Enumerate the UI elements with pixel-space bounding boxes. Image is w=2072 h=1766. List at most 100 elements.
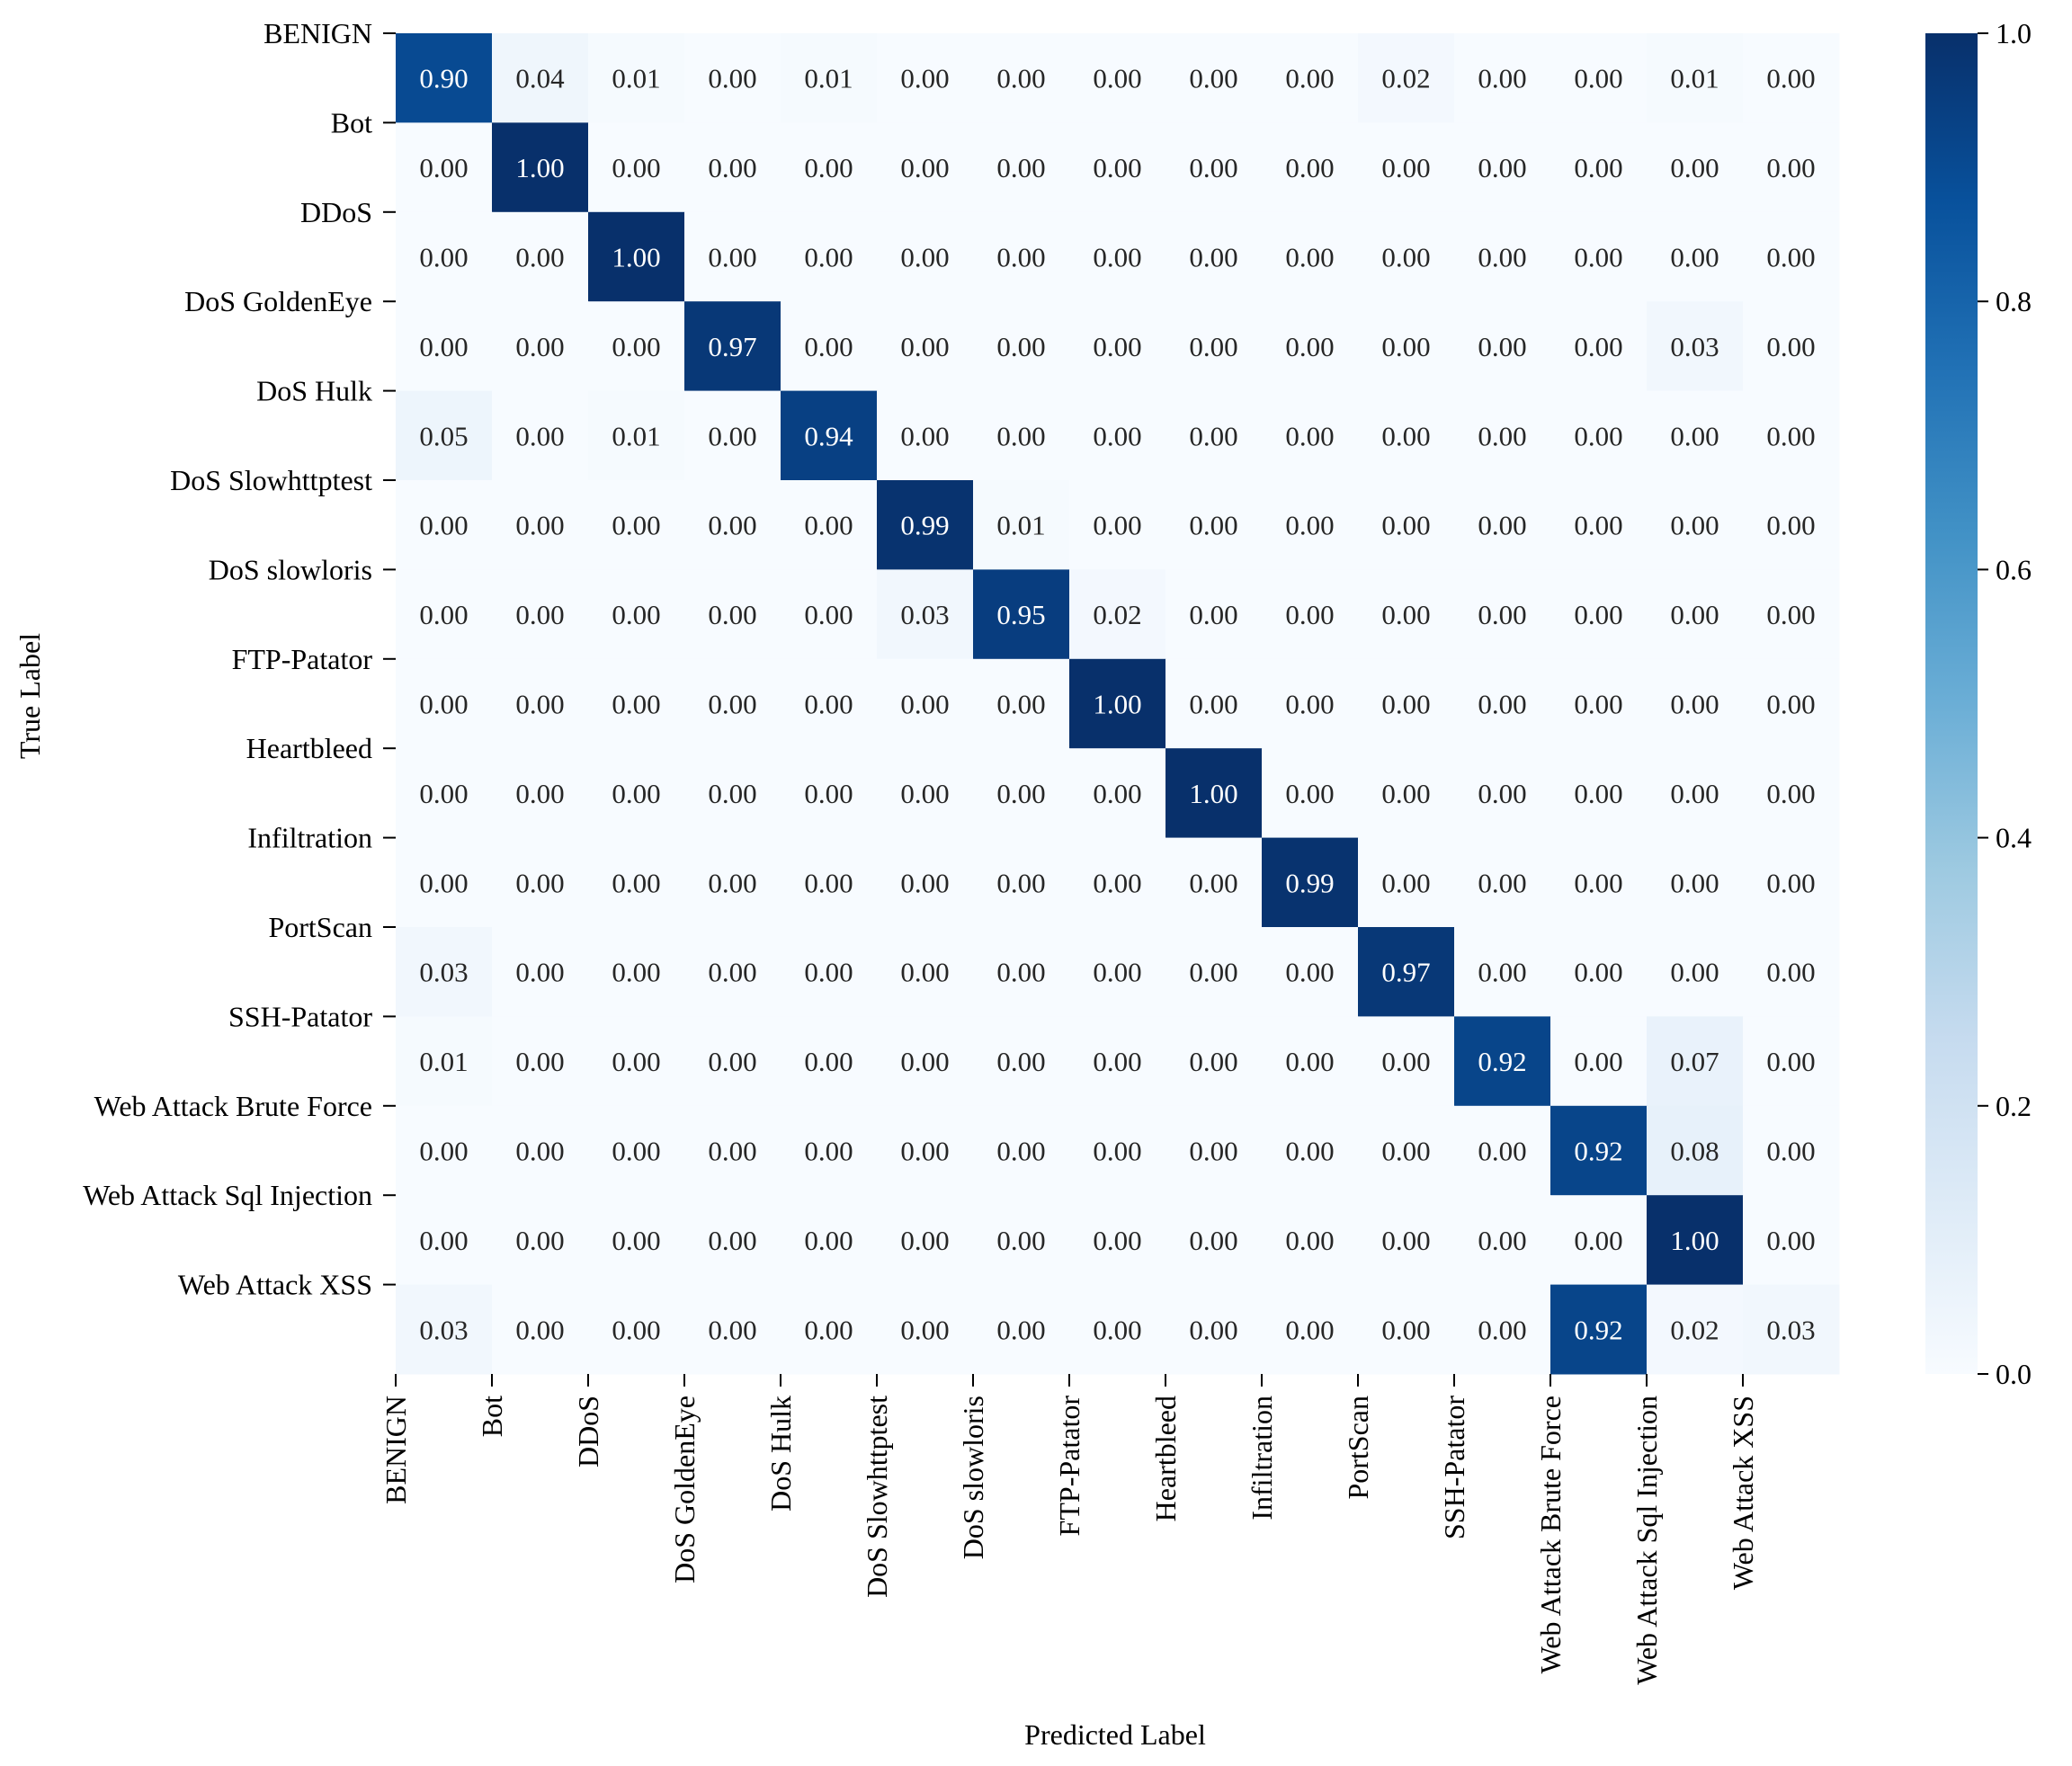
x-tick-label: DDoS	[572, 1396, 604, 1467]
cell-value-label: 0.00	[1189, 1314, 1237, 1345]
heatmap-cell	[877, 33, 974, 123]
heatmap-cell	[1647, 658, 1744, 749]
cell-value-label: 0.00	[900, 331, 949, 362]
x-tick-label: FTP-Patator	[1053, 1396, 1085, 1537]
heatmap-cell	[781, 569, 878, 660]
heatmap-cell	[684, 480, 781, 570]
heatmap-cell	[781, 1105, 878, 1196]
heatmap-cell	[781, 748, 878, 839]
y-tick-label: Heartbleed	[246, 732, 372, 764]
y-tick-label: DoS slowloris	[209, 553, 372, 585]
cell-value-label: 0.00	[1574, 63, 1622, 94]
cell-value-label: 0.00	[419, 510, 468, 541]
cell-value-label: 0.00	[1285, 510, 1334, 541]
cell-value-label: 0.00	[1189, 1136, 1237, 1167]
heatmap-cell	[1262, 1016, 1359, 1107]
heatmap-cell	[492, 390, 589, 481]
cell-value-label: 0.00	[1574, 242, 1622, 273]
cell-value-label: 0.00	[1189, 420, 1237, 451]
heatmap-cell	[396, 480, 493, 570]
cell-value-label: 0.00	[1478, 867, 1526, 898]
x-tick-label: PortScan	[1342, 1396, 1374, 1500]
cell-value-label: 0.00	[1093, 510, 1141, 541]
x-tick-label: DoS Slowhttptest	[861, 1396, 893, 1598]
heatmap-cell	[1647, 33, 1744, 123]
cell-value-label: 0.00	[996, 689, 1045, 720]
heatmap-cell	[1262, 211, 1359, 302]
colorbar-ticks: 0.0 0.2 0.4 0.6 0.8 1.0	[1978, 17, 2032, 1390]
heatmap-cell	[1358, 569, 1455, 660]
cell-value-label: 0.00	[996, 1046, 1045, 1077]
heatmap-cell	[973, 1105, 1070, 1196]
heatmap-cell	[781, 837, 878, 928]
heatmap-cell	[1166, 1105, 1263, 1196]
cell-value-label: 0.00	[612, 331, 660, 362]
cell-value-label: 0.00	[1093, 778, 1141, 809]
cell-value-label: 0.00	[1381, 1225, 1430, 1256]
cell-value-label: 0.00	[1285, 331, 1334, 362]
heatmap-cell	[684, 1016, 781, 1107]
y-tick-label: BENIGN	[263, 17, 372, 49]
heatmap-cell	[1550, 658, 1648, 749]
cell-value-label: 0.00	[1093, 1314, 1141, 1345]
heatmap-cell	[1358, 122, 1455, 213]
heatmap-cell	[1647, 480, 1744, 570]
heatmap-cell	[492, 480, 589, 570]
cell-value-label: 0.00	[1381, 331, 1430, 362]
heatmap-cell	[1358, 480, 1455, 570]
cell-value-label: 0.00	[419, 1136, 468, 1167]
heatmap-cell	[1743, 1195, 1840, 1286]
heatmap-cell	[973, 480, 1070, 570]
cell-value-label: 0.00	[900, 1136, 949, 1167]
heatmap-cell	[1262, 1105, 1359, 1196]
heatmap-cell	[1069, 390, 1166, 481]
cell-value-label: 0.00	[515, 331, 564, 362]
cell-value-label: 0.00	[1670, 689, 1719, 720]
cell-value-label: 0.00	[708, 689, 756, 720]
heatmap-cell	[588, 390, 685, 481]
heatmap-cell	[492, 301, 589, 392]
cell-value-label: 0.00	[1574, 689, 1622, 720]
heatmap-cell	[1358, 837, 1455, 928]
heatmap-cell	[1743, 1284, 1840, 1375]
cell-value-label: 0.00	[1381, 689, 1430, 720]
cell-value-label: 0.00	[1381, 599, 1430, 630]
cell-value-label: 0.92	[1478, 1046, 1526, 1077]
heatmap-cell	[877, 748, 974, 839]
heatmap-cell	[973, 1284, 1070, 1375]
cell-value-label: 0.00	[1574, 1225, 1622, 1256]
heatmap-cell	[396, 211, 493, 302]
cell-value-label: 0.00	[1478, 957, 1526, 988]
heatmap-cell	[781, 390, 878, 481]
cell-value-label: 0.00	[804, 1314, 853, 1345]
heatmap-cell	[1454, 480, 1551, 570]
cell-value-label: 1.00	[1093, 689, 1141, 720]
heatmap-cell	[973, 301, 1070, 392]
cell-value-label: 0.00	[900, 1046, 949, 1077]
colorbar-tick-label: 0.4	[1996, 822, 2032, 854]
cell-value-label: 0.00	[900, 420, 949, 451]
cell-value-label: 0.00	[1381, 510, 1430, 541]
heatmap-cell	[684, 569, 781, 660]
cell-value-label: 0.00	[515, 1046, 564, 1077]
cell-value-label: 0.00	[1093, 1225, 1141, 1256]
cell-value-label: 0.00	[1766, 867, 1815, 898]
heatmap-cell	[1647, 390, 1744, 481]
heatmap-cell	[1069, 658, 1166, 749]
heatmap-cell	[1454, 33, 1551, 123]
cell-value-label: 0.00	[1093, 420, 1141, 451]
heatmap-cell	[588, 211, 685, 302]
cell-value-label: 0.00	[1766, 689, 1815, 720]
cell-value-label: 0.00	[515, 867, 564, 898]
heatmap-cell	[1454, 1195, 1551, 1286]
cell-value-label: 0.00	[900, 1314, 949, 1345]
heatmap-cell	[877, 1284, 974, 1375]
heatmap-cell	[973, 390, 1070, 481]
cell-value-label: 0.00	[1574, 152, 1622, 183]
cell-value-label: 0.00	[708, 242, 756, 273]
cell-value-label: 0.00	[1478, 510, 1526, 541]
heatmap-cell	[781, 122, 878, 213]
cell-value-label: 0.00	[612, 1046, 660, 1077]
cell-value-label: 0.00	[1574, 1046, 1622, 1077]
cell-value-label: 0.00	[1766, 152, 1815, 183]
